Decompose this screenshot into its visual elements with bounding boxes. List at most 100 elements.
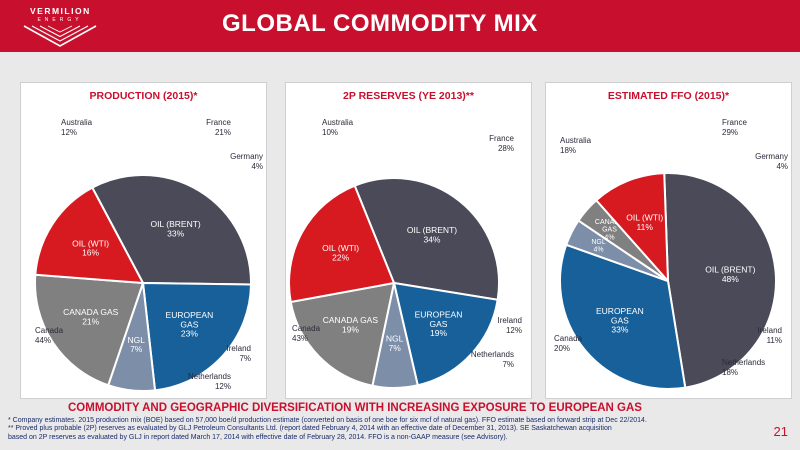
region-label: Canada — [292, 324, 321, 333]
pie-slice-oil-brent — [90, 174, 252, 286]
slice-value-label: 22% — [332, 253, 349, 263]
region-label: France — [206, 118, 231, 127]
page-number: 21 — [773, 424, 788, 439]
region-value: 20% — [554, 344, 570, 353]
chart-title: PRODUCTION (2015)* — [89, 90, 198, 102]
region-value: 29% — [722, 128, 738, 137]
region-value: 43% — [292, 334, 308, 343]
region-value: 18% — [560, 146, 576, 155]
pie-slice-oil-wti — [288, 184, 396, 304]
slice-category-label: OIL (BRENT) — [407, 225, 457, 235]
slice-value-label: 4% — [604, 234, 614, 241]
slice-category-label: EUROPEAN — [415, 309, 463, 319]
region-label: France — [722, 118, 747, 127]
page-title: GLOBAL COMMODITY MIX — [222, 10, 538, 37]
slice-category-label: GAS — [180, 319, 198, 329]
slice-category-label: NGL — [591, 239, 606, 246]
slice-value-label: 4% — [594, 247, 604, 254]
pie-slice-oil-brent — [353, 177, 500, 301]
slice-category-label: GAS — [611, 315, 629, 325]
region-label: Canada — [554, 334, 583, 343]
region-value: 10% — [322, 128, 338, 137]
footnote-2: ** Proved plus probable (2P) reserves as… — [8, 425, 612, 433]
logo-chevron-icon — [23, 25, 97, 47]
pie-slice-oil-wti — [594, 172, 670, 284]
slice-value-label: 11% — [637, 222, 654, 232]
region-label: Australia — [322, 118, 354, 127]
slice-value-label: 33% — [167, 228, 184, 238]
pie-chart-ffo: OIL (BRENT)48%EUROPEANGAS33%NGL4%CANADAG… — [554, 118, 788, 390]
region-label: France — [489, 134, 514, 143]
slice-category-label: GAS — [602, 227, 617, 234]
region-value: 21% — [215, 128, 231, 137]
slice-category-label: OIL (BRENT) — [705, 264, 755, 274]
slice-category-label: OIL (WTI) — [72, 238, 109, 248]
pie-slice-european-gas — [559, 243, 687, 390]
slice-category-label: OIL (WTI) — [626, 212, 663, 222]
pie-slice-european-gas — [392, 281, 499, 387]
region-label: Germany — [755, 152, 788, 161]
chart-title: ESTIMATED FFO (2015)* — [607, 90, 730, 102]
region-label: Australia — [61, 118, 93, 127]
slice-value-label: 34% — [423, 234, 440, 244]
pie-slice-canada-gas — [289, 281, 396, 387]
slice-category-label: CANADA GAS — [63, 307, 119, 317]
region-value: 4% — [251, 162, 263, 171]
region-value: 28% — [498, 144, 514, 153]
pie-chart-production: OIL (BRENT)33%EUROPEANGAS23%NGL7%CANADA … — [34, 118, 263, 392]
region-label: Canada — [35, 326, 64, 335]
chart-panel-ffo: ESTIMATED FFO (2015)* OIL (BRENT) 48% EURO… — [545, 82, 792, 399]
slice-value-label: 7% — [389, 343, 402, 353]
slice-category-label: EUROPEAN — [596, 306, 644, 316]
slice-value-label: 7% — [130, 344, 143, 354]
region-label: Ireland — [498, 316, 522, 325]
slice-value-label: 48% — [722, 274, 739, 284]
region-label: Australia — [560, 136, 592, 145]
slice-category-label: OIL (BRENT) — [151, 219, 201, 229]
chart-panel-reserves: 2P RESERVES (YE 2013)** OIL (BRENT) 34% EU… — [285, 82, 532, 399]
region-value: 12% — [215, 382, 231, 391]
region-value: 12% — [61, 128, 77, 137]
pie-chart-reserves: OIL (BRENT)34%EUROPEANGAS19%NGL7%CANADA … — [288, 118, 522, 389]
company-logo: VERMILION ENERGY — [0, 0, 195, 52]
region-label: Netherlands — [471, 350, 514, 359]
slice-category-label: NGL — [386, 333, 404, 343]
slice-category-label: CANADA — [595, 219, 625, 226]
region-label: Netherlands — [188, 372, 231, 381]
pie-slice-oil-brent — [663, 172, 777, 389]
footer-headline: COMMODITY AND GEOGRAPHIC DIVERSIFICATION… — [68, 402, 642, 414]
slice-category-label: EUROPEAN — [166, 310, 214, 320]
logo-sub: ENERGY — [37, 17, 83, 23]
slice-value-label: 33% — [611, 325, 628, 335]
slice-value-label: 19% — [430, 328, 447, 338]
region-label: Ireland — [758, 326, 782, 335]
slice-category-label: OIL (WTI) — [322, 243, 359, 253]
pie-slice-european-gas — [141, 281, 253, 392]
region-label: Netherlands — [722, 358, 765, 367]
slice-value-label: 19% — [342, 324, 359, 334]
region-value: 44% — [35, 336, 51, 345]
slice-category-label: NGL — [127, 335, 145, 345]
slice-value-label: 23% — [181, 329, 198, 339]
region-value: 18% — [722, 368, 738, 377]
pie-slice-canada-gas — [34, 273, 145, 387]
region-value: 11% — [767, 336, 782, 345]
footnotes: * Company estimates. 2015 production mix… — [8, 417, 748, 442]
slice-category-label: GAS — [430, 319, 448, 329]
slice-value-label: 16% — [82, 248, 99, 258]
region-value: 4% — [776, 162, 788, 171]
chart-panel-production: PRODUCTION (2015)* OIL (BRENT) 33% EUROPEA… — [20, 82, 267, 399]
slice-value-label: 21% — [82, 316, 99, 326]
chart-title: 2P RESERVES (YE 2013)** — [343, 90, 474, 102]
logo-name: VERMILION — [30, 6, 91, 16]
pie-slice-oil-wti — [34, 186, 145, 285]
region-label: Ireland — [227, 344, 251, 353]
region-value: 7% — [239, 354, 251, 363]
region-value: 12% — [506, 326, 522, 335]
slice-category-label: CANADA GAS — [323, 315, 379, 325]
footnote-3: based on 2P reserves as evaluated by GLJ… — [8, 433, 508, 441]
region-label: Germany — [230, 152, 263, 161]
region-value: 7% — [502, 360, 514, 369]
header-bar: VERMILION ENERGY GLOBAL COMMODITY MIX — [0, 0, 800, 52]
footnote-1: * Company estimates. 2015 production mix… — [8, 417, 647, 424]
